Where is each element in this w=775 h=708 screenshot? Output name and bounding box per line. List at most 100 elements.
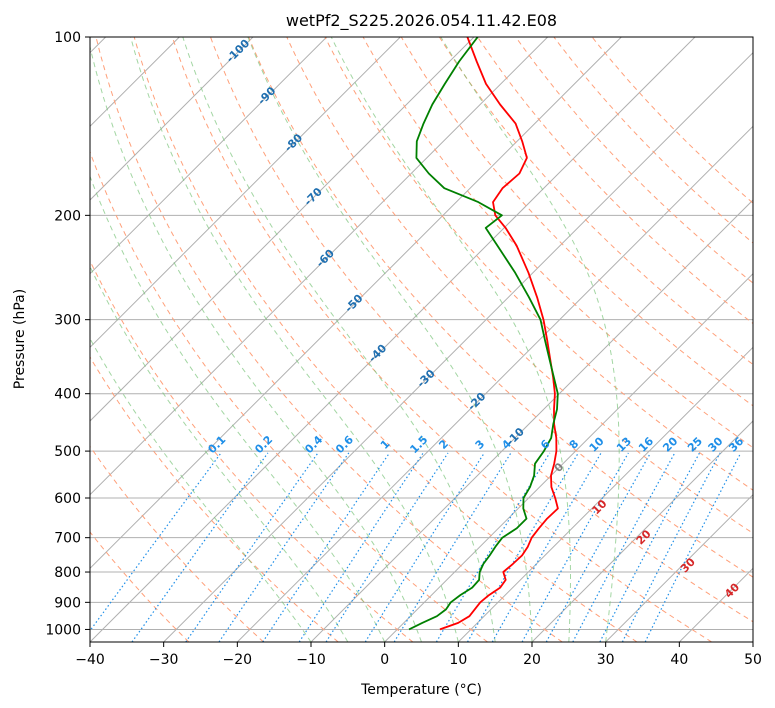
mixing-ratio-line [491, 452, 602, 642]
y-tick-label: 600 [54, 491, 81, 507]
temperature-profile-line [439, 37, 559, 631]
isotherm-line [90, 37, 549, 496]
mixing-ratio-line [393, 452, 512, 642]
wetbulb-label: 20 [634, 527, 654, 547]
y-tick-label: 700 [54, 531, 81, 547]
mixing-ratio-line [545, 452, 652, 642]
isotherm-label: -60 [314, 246, 337, 269]
mixing-ratio-line [325, 452, 449, 642]
y-tick-label: 300 [54, 313, 81, 329]
dry-adiabat-line [90, 531, 190, 642]
isotherm-label: -90 [255, 84, 278, 107]
isotherm-line [236, 125, 753, 642]
x-axis-label: Temperature (°C) [360, 682, 482, 698]
isotherm-line [384, 272, 753, 642]
isotherm-line [531, 420, 753, 642]
dry-adiabats [90, 37, 753, 642]
x-tick-label: −40 [75, 652, 105, 668]
mixing-ratio-label: 0.1 [205, 433, 228, 456]
dry-adiabat-line [324, 37, 753, 491]
mixing-ratio-lines [90, 452, 742, 642]
isotherm-line [605, 493, 753, 642]
x-tick-label: 10 [449, 652, 467, 668]
y-axis-ticks: 100 200 300 400 500 600 700 800 900 1000 [45, 30, 90, 638]
moist-adiabat-line [90, 337, 312, 642]
isotherm-line [457, 346, 753, 642]
isotherm-line [90, 37, 401, 349]
isotherm-line [90, 37, 328, 275]
dry-adiabat-line [90, 445, 264, 642]
moist-adiabat-line [90, 265, 349, 642]
moist-adiabat-line [330, 37, 571, 642]
dry-adiabat-line [90, 150, 488, 642]
dry-adiabat-line [248, 37, 753, 578]
isotherm-label: -80 [282, 131, 305, 154]
moist-adiabat-line [90, 44, 422, 642]
mixing-ratio-label: 3 [473, 437, 488, 452]
mixing-ratio-line [298, 452, 424, 642]
moist-adiabat-line [247, 37, 533, 642]
isotherm-line [310, 199, 753, 642]
y-tick-label: 100 [54, 30, 81, 46]
x-tick-label: 50 [744, 652, 762, 668]
mixing-ratio-line [644, 452, 742, 642]
plot-frame [89, 36, 754, 643]
moist-adiabat-line [440, 37, 620, 642]
isotherm-label: -30 [414, 367, 437, 390]
mixing-ratio-line [262, 452, 390, 642]
y-tick-label: 500 [54, 444, 81, 460]
isotherm-label: -100 [224, 37, 253, 66]
mixing-ratio-label: 0.4 [302, 433, 325, 456]
y-tick-label: 1000 [45, 622, 81, 638]
x-axis-ticks: −40 −30 −20 −10 0 10 20 30 40 50 [75, 642, 762, 668]
dry-adiabat-line [95, 37, 563, 642]
x-tick-label: −10 [296, 652, 326, 668]
mixing-ratio-label: 25 [685, 435, 705, 455]
isotherm-line [90, 37, 475, 422]
mixing-ratio-label: 1 [378, 437, 393, 452]
y-tick-label: 800 [54, 565, 81, 581]
isotherm-line [752, 641, 753, 642]
wetbulb-label: 10 [589, 497, 609, 517]
dry-adiabat-line [362, 37, 753, 449]
mixing-ratio-line [90, 452, 222, 632]
moist-adiabat-line [90, 175, 386, 642]
dry-adiabat-line [210, 37, 753, 623]
x-tick-label: −30 [149, 652, 179, 668]
isotherm-gridlines [90, 37, 753, 642]
mixing-ratio-label: 13 [614, 435, 634, 455]
dry-adiabat-line [515, 37, 753, 284]
dry-adiabat-line [90, 259, 414, 642]
mixing-ratio-line [435, 452, 551, 642]
x-tick-label: 20 [523, 652, 541, 668]
dry-adiabat-line [400, 37, 753, 407]
wetbulb-label: 40 [722, 580, 742, 600]
isotherm-line [163, 51, 753, 642]
dry-adiabat-line [591, 37, 753, 204]
moist-adiabat-line [130, 37, 459, 642]
isotherm-label: -70 [302, 185, 325, 208]
mixing-ratio-line [131, 452, 269, 642]
mixing-ratio-line [599, 452, 701, 642]
isotherm-line [90, 37, 696, 642]
mixing-ratio-label: 2 [436, 437, 451, 452]
mixing-ratio-label: 8 [567, 437, 582, 452]
mixing-ratio-line [466, 452, 579, 642]
y-tick-label: 900 [54, 595, 81, 611]
y-axis-label: Pressure (hPa) [12, 289, 28, 389]
mixing-ratio-label: 0.2 [252, 433, 275, 456]
isotherm-line [678, 567, 753, 642]
mixing-ratio-line [521, 452, 629, 642]
isotherm-line [90, 37, 622, 570]
x-tick-label: 40 [670, 652, 688, 668]
dry-adiabat-line [90, 356, 339, 642]
moist-adiabat-line [182, 37, 496, 642]
sounding-profiles [408, 37, 559, 631]
moist-adiabats [90, 37, 620, 642]
dry-adiabat-line [438, 37, 753, 366]
mixing-ratio-line [621, 452, 721, 642]
chart-title: wetPf2_S225.2026.054.11.42.E08 [286, 11, 557, 31]
mixing-ratio-line [364, 452, 485, 642]
isotherm-label: -50 [342, 292, 365, 315]
